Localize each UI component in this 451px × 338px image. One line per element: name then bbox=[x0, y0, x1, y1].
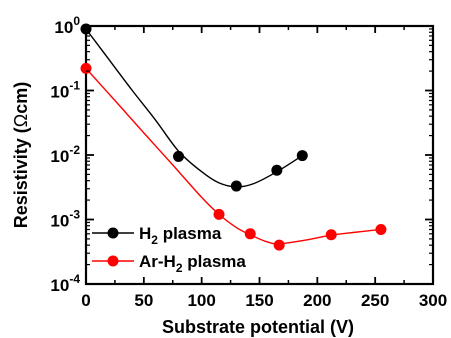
y-tick-label: 10-2 bbox=[50, 143, 80, 166]
plot-frame bbox=[84, 24, 435, 286]
fit-curves bbox=[85, 28, 381, 245]
axis-ticks bbox=[85, 25, 434, 285]
x-tick-label: 100 bbox=[187, 291, 215, 310]
x-tick-label: 300 bbox=[419, 291, 447, 310]
y-tick-label: 100 bbox=[54, 14, 80, 37]
series-1-point bbox=[273, 239, 285, 251]
x-tick-label: 200 bbox=[303, 291, 331, 310]
series-1-point bbox=[325, 229, 337, 241]
y-axis-label: Resistivity (Ωcm) bbox=[11, 82, 31, 229]
x-tick-label: 150 bbox=[245, 291, 273, 310]
series-1-point bbox=[80, 62, 92, 74]
series-0-point bbox=[271, 164, 283, 176]
y-tick-label: 10-3 bbox=[50, 208, 80, 231]
tick-labels: 0 50 100 150 200 250 300 100 10-1 10-2 10-3 10-4 bbox=[50, 14, 447, 310]
data-points bbox=[80, 23, 387, 251]
legend-marker-1 bbox=[107, 255, 119, 267]
legend-label-0: H2 plasma bbox=[139, 224, 222, 247]
x-axis-label: Substrate potential (V) bbox=[162, 317, 354, 337]
y-tick-label: 10-4 bbox=[50, 272, 80, 295]
x-tick-label: 50 bbox=[134, 291, 153, 310]
series-1-point bbox=[244, 228, 256, 240]
legend-label-1: Ar-H2 plasma bbox=[139, 252, 246, 275]
chart-plot-area bbox=[84, 24, 435, 286]
series-0-point bbox=[296, 150, 308, 162]
series-0-point bbox=[230, 180, 242, 192]
x-tick-label: 0 bbox=[81, 291, 90, 310]
x-tick-label: 250 bbox=[361, 291, 389, 310]
legend: H2 plasma Ar-H2 plasma bbox=[92, 224, 246, 275]
series-0-curve bbox=[85, 28, 303, 188]
y-tick-label: 10-1 bbox=[50, 79, 80, 102]
legend-marker-0 bbox=[107, 227, 119, 239]
series-0-point bbox=[173, 150, 185, 162]
series-1-point bbox=[375, 223, 387, 235]
series-1-curve bbox=[85, 67, 381, 245]
series-1-point bbox=[213, 208, 225, 220]
